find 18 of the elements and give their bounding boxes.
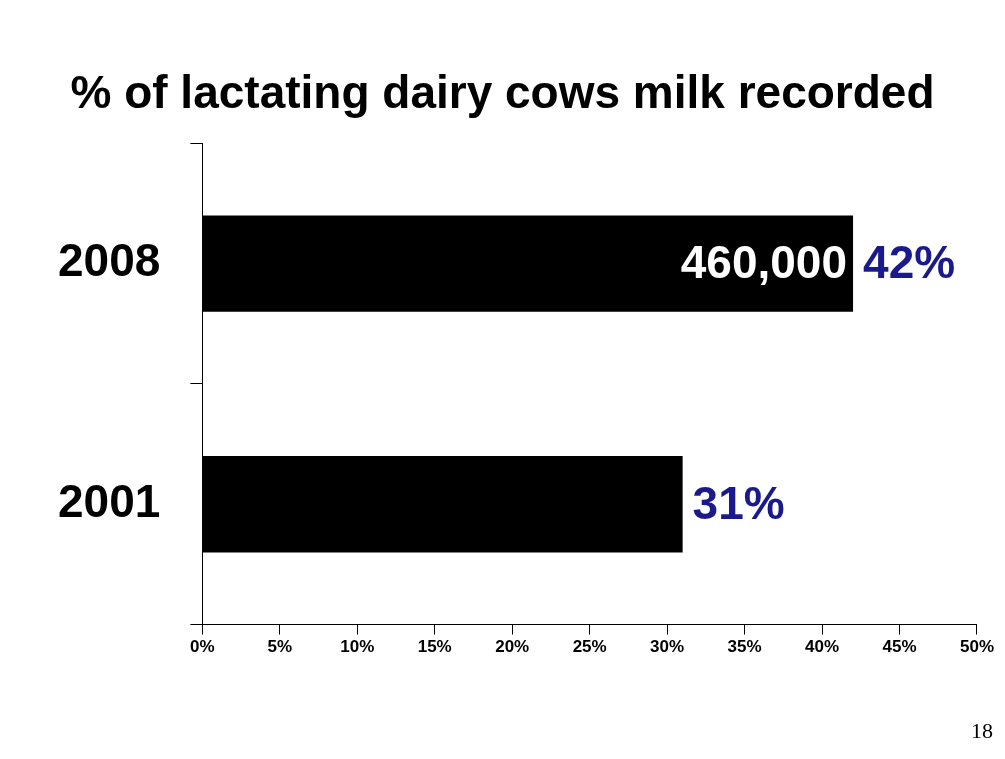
x-tick-label: 35% [727,637,762,657]
x-tick-label: 50% [959,637,994,657]
y-tick-label: 2008 [57,234,161,287]
data-label: 31% [692,476,785,529]
text: 18 [971,717,993,743]
data-label: 42% [863,236,956,289]
x-tick-label: 25% [572,637,607,657]
x-tick-label: 5% [267,637,293,657]
x-tick-label: 20% [495,637,530,657]
y-tick-label: 2001 [57,474,161,527]
x-tick-label: 10% [340,637,375,657]
annotation: 460,000 [680,236,848,289]
x-tick-label: 40% [805,637,840,657]
x-tick-label: 30% [650,637,685,657]
x-tick-label: 15% [417,637,452,657]
x-tick-label: 0% [190,637,215,657]
x-tick-label: 45% [882,637,917,657]
chart-title: % of lactating dairy cows milk recorded [70,66,935,119]
